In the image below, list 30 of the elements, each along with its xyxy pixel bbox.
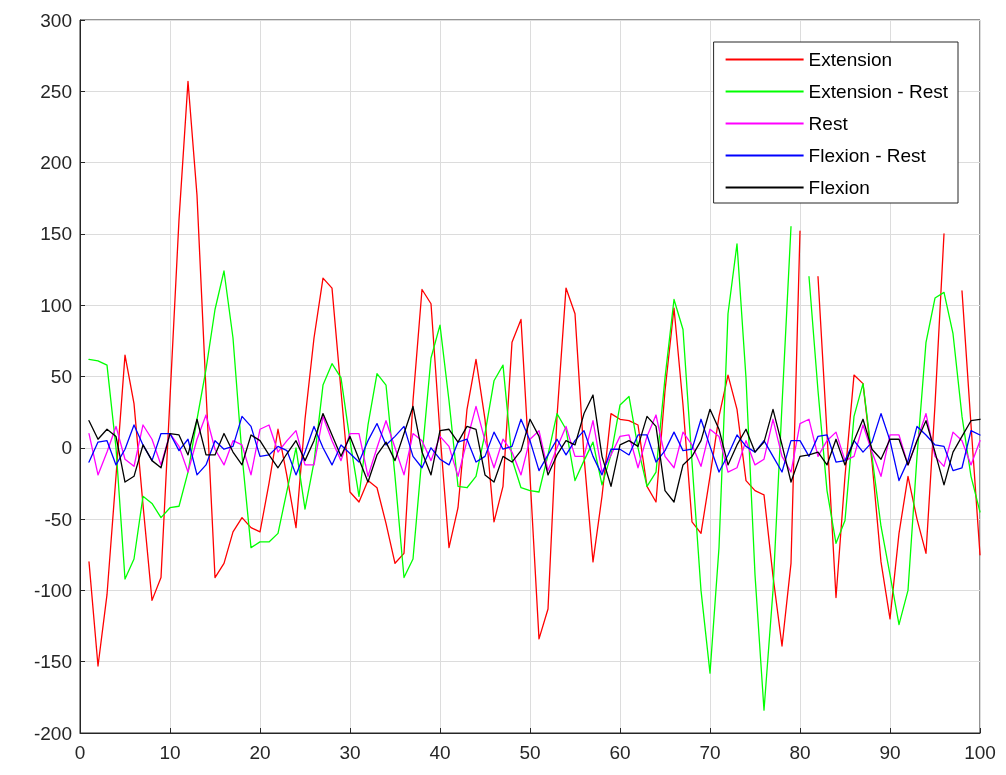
y-tick-label: 150 [40, 223, 72, 245]
y-tick-label: 200 [40, 152, 72, 174]
legend-label: Rest [808, 113, 849, 134]
x-tick-label: 10 [159, 742, 181, 763]
y-tick-label: 100 [40, 294, 72, 316]
x-tick-label: 90 [879, 742, 901, 763]
x-tick-label: 70 [699, 742, 721, 763]
x-tick-label: 20 [249, 742, 271, 763]
x-tick-label: 80 [789, 742, 811, 763]
y-tick-label: 250 [40, 80, 72, 102]
y-tick-label: 0 [61, 437, 72, 459]
y-tick-label: -100 [33, 579, 72, 601]
line-series [88, 405, 981, 477]
x-tick-label: 50 [519, 742, 541, 763]
x-tick-label: 30 [339, 742, 361, 763]
y-tick-label: -50 [44, 508, 72, 530]
legend-label: Extension - Rest [808, 81, 949, 102]
y-tick-label: -200 [33, 722, 72, 744]
x-tick-label: 40 [429, 742, 451, 763]
line-series [88, 412, 981, 482]
y-tick-label: -150 [33, 651, 72, 673]
legend-label: Extension [808, 49, 893, 70]
legend-label: Flexion - Rest [808, 145, 927, 166]
legend-label: Flexion [808, 177, 870, 198]
x-tick-label: 0 [74, 742, 86, 763]
y-tick-label: 50 [50, 366, 72, 387]
y-tick-label: 300 [40, 9, 72, 31]
x-tick-label: 100 [964, 742, 996, 763]
x-tick-label: 60 [609, 742, 631, 763]
line-series [88, 394, 981, 503]
